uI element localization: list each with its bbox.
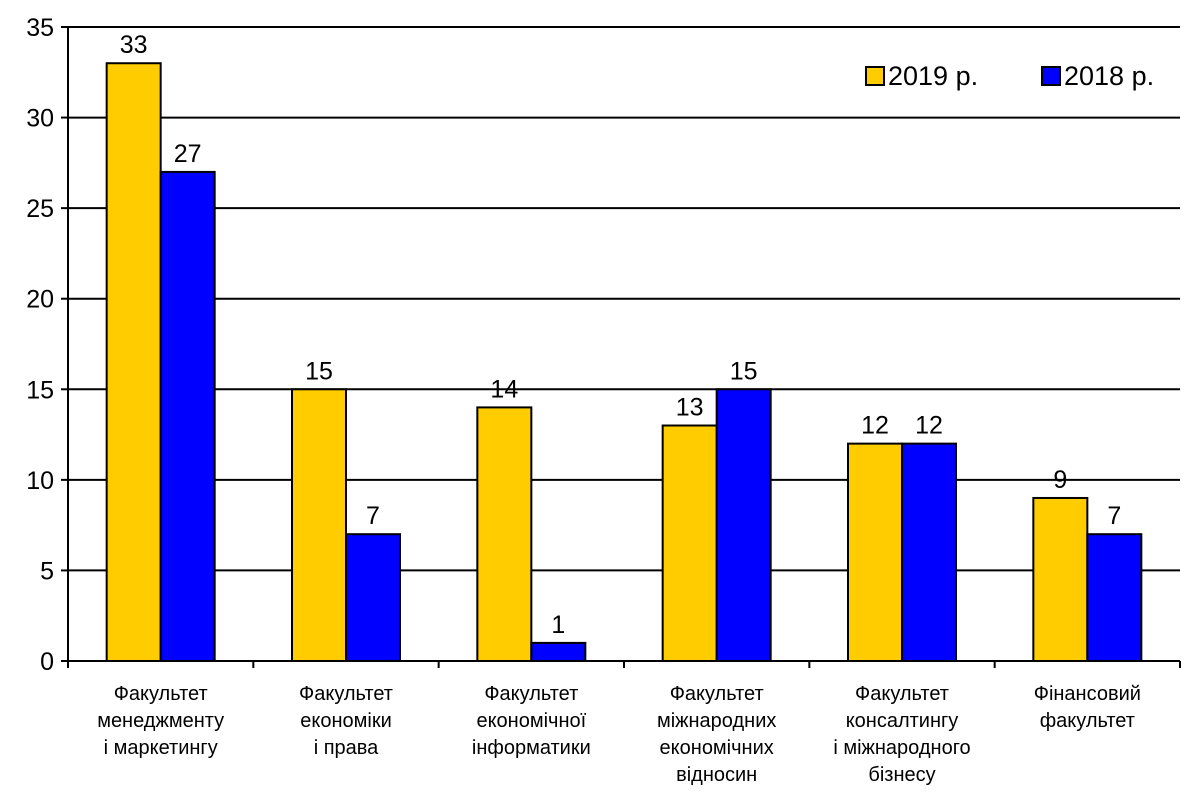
data-label: 15 [305,357,333,385]
legend-swatch-1 [1041,66,1061,86]
data-label: 14 [490,375,518,403]
x-tick-label: економічних [660,737,774,759]
legend-swatch-0 [865,66,885,86]
bar-series-1-cat-2 [530,641,587,663]
labels: 0 5 10 15 20 25 30 35 33 15 14 13 12 9 27 7 1 15 12 7 Факуль… [26,14,1141,786]
x-tick-label: і маркетингу [104,737,218,759]
data-label: 33 [120,31,148,59]
x-tick-label: менеджменту [97,710,224,732]
bar-series-1-cat-4 [901,442,957,662]
y-tick-label: 30 [26,105,54,133]
x-tick-label: Факультет [855,683,949,705]
bar-series-1-cat-5 [1086,533,1143,663]
bar-series-1-cat-0 [159,170,216,663]
y-tick-label: 15 [26,376,54,404]
data-label: 12 [915,412,943,440]
x-tick-label: інформатики [472,737,591,759]
y-tick-label: 20 [26,286,54,314]
x-tick-label: і права [314,737,379,759]
bars [105,62,1143,663]
bar-series-0-cat-2 [476,406,533,662]
x-tick-label: консалтингу [846,710,959,732]
y-tick-label: 0 [40,648,54,676]
legend-label: 2019 р. [888,61,978,91]
x-tick-label: Факультет [114,683,208,705]
y-tick-label: 10 [26,467,54,495]
legend: 2019 р. 2018 р. [865,61,1154,91]
data-label: 27 [174,140,202,168]
x-tick-label: економіки [300,710,392,732]
x-tick-label: Фінансовий [1034,683,1141,705]
data-label: 7 [1107,502,1121,530]
gridlines [68,26,1180,572]
y-tick-label: 5 [40,557,54,585]
x-tick-label: бізнесу [868,764,935,786]
x-tick-label: економічної [476,710,586,732]
x-tick-label: факультет [1040,710,1135,732]
x-tick-label: міжнародних [657,710,776,732]
axes [61,26,1181,668]
bar-series-0-cat-4 [847,442,903,662]
data-label: 12 [861,412,889,440]
bar-series-0-cat-5 [1032,496,1089,662]
x-tick-label: Факультет [484,683,578,705]
data-label: 15 [730,357,758,385]
x-tick-label: і міжнародного [833,737,970,759]
x-tick-label: Факультет [299,683,393,705]
bar-series-0-cat-0 [105,62,162,662]
data-label: 7 [366,502,380,530]
data-label: 13 [676,394,704,422]
data-label: 1 [551,611,565,639]
bar-series-0-cat-3 [661,424,718,662]
x-tick-label: відносин [676,764,757,786]
y-tick-label: 25 [26,195,54,223]
legend-label: 2018 р. [1064,61,1154,91]
data-label: 9 [1053,466,1067,494]
bar-series-1-cat-3 [715,388,772,662]
bar-series-0-cat-1 [291,388,347,662]
x-tick-label: Факультет [670,683,764,705]
y-tick-label: 35 [26,14,54,42]
bar-series-1-cat-1 [345,533,401,663]
